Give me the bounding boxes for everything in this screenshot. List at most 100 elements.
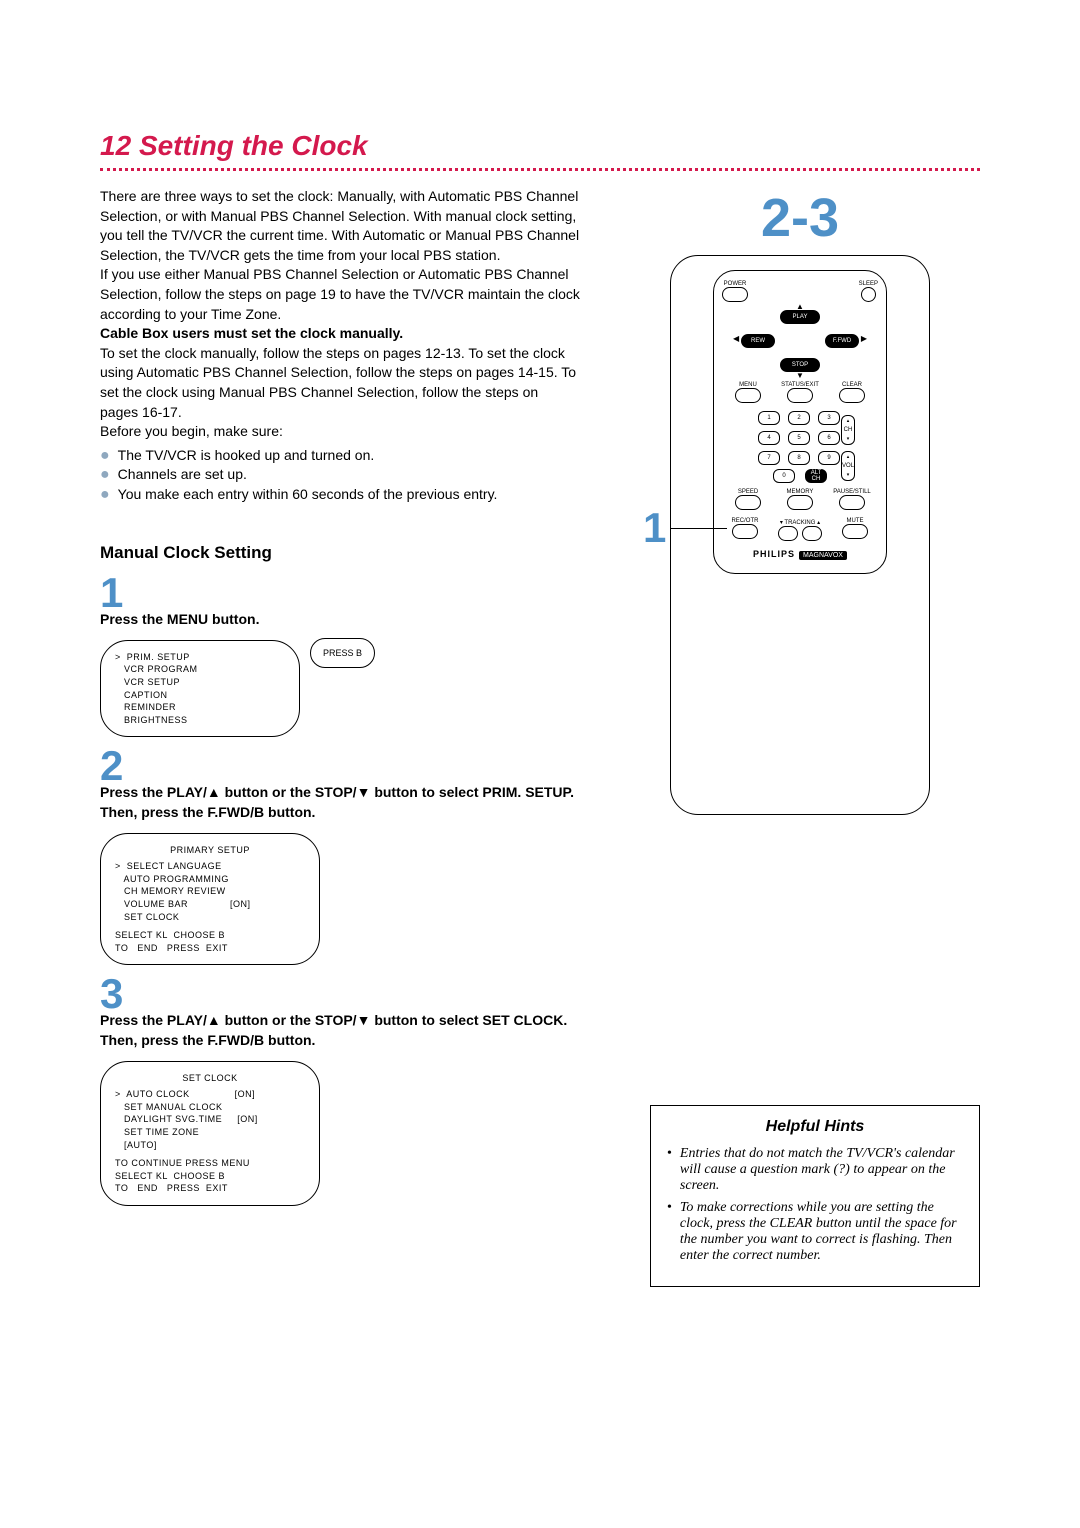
digit-2-button[interactable]: 2	[788, 411, 810, 425]
step-number-2: 2	[100, 745, 580, 787]
osd-pressb-box: PRESS B	[310, 638, 375, 669]
memory-button[interactable]	[787, 495, 813, 510]
speed-button[interactable]	[735, 495, 761, 510]
intro-before: Before you begin, make sure:	[100, 422, 580, 442]
remote-brand: PHILIPS MAGNAVOX	[722, 549, 878, 559]
osd-screen-1: > PRIM. SETUP VCR PROGRAM VCR SETUP CAPT…	[100, 640, 300, 738]
digit-0-button[interactable]: 0	[773, 469, 795, 483]
intro-p1: There are three ways to set the clock: M…	[100, 187, 580, 265]
bullet-text: Channels are set up.	[118, 465, 247, 485]
bullet-icon: ●	[100, 485, 110, 505]
hints-title: Helpful Hints	[667, 1118, 963, 1136]
clear-button[interactable]	[839, 388, 865, 403]
osd-line: DAYLIGHT SVG.TIME [ON]	[115, 1113, 305, 1126]
osd-line: VCR PROGRAM	[115, 663, 285, 676]
osd-line: REMINDER	[115, 701, 285, 714]
ch-rocker[interactable]: ▴CH▾	[841, 415, 855, 445]
osd-footer-line: SELECT KL CHOOSE B	[115, 1170, 305, 1183]
chapter-heading: 12 Setting the Clock	[100, 130, 980, 162]
vol-rocker[interactable]: ▴VOL▾	[841, 451, 855, 481]
callout-1-line	[671, 528, 727, 529]
callout-steps-2-3: 2-3	[620, 187, 980, 249]
recotr-button[interactable]	[732, 524, 758, 539]
bullet-text: The TV/VCR is hooked up and turned on.	[118, 446, 375, 466]
osd-pressb-label: PRESS B	[323, 648, 362, 658]
tracking-up-button[interactable]	[802, 526, 822, 541]
brand-philips: PHILIPS	[753, 549, 795, 559]
chapter-number: 12	[100, 130, 131, 161]
tracking-down-button[interactable]	[778, 526, 798, 541]
hint-item: To make corrections while you are settin…	[680, 1200, 963, 1264]
digit-4-button[interactable]: 4	[758, 431, 780, 445]
section-heading: Manual Clock Setting	[100, 541, 580, 565]
callout-step-1: 1	[643, 504, 666, 552]
left-column: There are three ways to set the clock: M…	[100, 187, 580, 1287]
right-arrow-icon: ▶	[861, 334, 867, 343]
dpad: ▲ PLAY ◀ REW F.FWD ▶ STOP ▼	[735, 310, 865, 372]
chapter-title-row: 12 Setting the Clock	[100, 130, 980, 171]
osd-line: > AUTO CLOCK [ON]	[115, 1088, 305, 1101]
bullet-icon: ●	[100, 465, 110, 485]
status-exit-button[interactable]	[787, 388, 813, 403]
pause-button[interactable]	[839, 495, 865, 510]
left-arrow-icon: ◀	[733, 334, 739, 343]
brand-magnavox: MAGNAVOX	[799, 551, 847, 560]
rew-button[interactable]: REW	[741, 334, 775, 348]
step-2-text: Press the PLAY/▲ button or the STOP/▼ bu…	[100, 783, 580, 822]
remote-diagram: 1 POWER SLEEP ▲	[670, 255, 930, 815]
chapter-title-text: Setting the Clock	[139, 130, 368, 161]
osd-line: > SELECT LANGUAGE	[115, 860, 305, 873]
intro-p2: If you use either Manual PBS Channel Sel…	[100, 265, 580, 324]
digit-9-button[interactable]: 9	[818, 451, 840, 465]
osd-title: SET CLOCK	[115, 1072, 305, 1085]
ch-label: CH	[844, 427, 853, 433]
osd-line: AUTO PROGRAMMING	[115, 873, 305, 886]
intro-bold-note: Cable Box users must set the clock manua…	[100, 324, 580, 344]
osd-line: SET MANUAL CLOCK	[115, 1101, 305, 1114]
osd-screen-2: PRIMARY SETUP > SELECT LANGUAGE AUTO PRO…	[100, 833, 320, 966]
power-button[interactable]	[722, 287, 748, 302]
bullet-text: You make each entry within 60 seconds of…	[118, 485, 498, 505]
digit-8-button[interactable]: 8	[788, 451, 810, 465]
step-3-text: Press the PLAY/▲ button or the STOP/▼ bu…	[100, 1011, 580, 1050]
ffwd-button[interactable]: F.FWD	[825, 334, 859, 348]
menu-button[interactable]	[735, 388, 761, 403]
stop-button[interactable]: STOP	[780, 358, 820, 372]
helpful-hints-box: Helpful Hints Entries that do not match …	[650, 1105, 980, 1287]
intro-p3: To set the clock manually, follow the st…	[100, 344, 580, 422]
digit-1-button[interactable]: 1	[758, 411, 780, 425]
bullet-icon: ●	[100, 446, 110, 466]
mute-button[interactable]	[842, 524, 868, 539]
osd-line: SET CLOCK	[115, 911, 305, 924]
altch-button[interactable]: ALT CH	[805, 469, 827, 483]
digit-6-button[interactable]: 6	[818, 431, 840, 445]
step-number-1: 1	[100, 572, 580, 614]
osd-line: [AUTO]	[115, 1139, 305, 1152]
hint-item: Entries that do not match the TV/VCR's c…	[680, 1146, 963, 1194]
osd-line: VOLUME BAR [ON]	[115, 898, 305, 911]
osd-footer-line: TO END PRESS EXIT	[115, 1182, 305, 1195]
digit-7-button[interactable]: 7	[758, 451, 780, 465]
osd-title: PRIMARY SETUP	[115, 844, 305, 857]
osd-line: BRIGHTNESS	[115, 714, 285, 727]
step-number-3: 3	[100, 973, 580, 1015]
digit-5-button[interactable]: 5	[788, 431, 810, 445]
vol-label: VOL	[842, 463, 854, 469]
step-1-text: Press the MENU button.	[100, 610, 580, 630]
altch-label: ALT CH	[806, 470, 826, 482]
osd-line: CAPTION	[115, 689, 285, 702]
tracking-label: ▾ TRACKING ▴	[768, 519, 832, 526]
osd-line: SET TIME ZONE	[115, 1126, 305, 1139]
osd-screen-3: SET CLOCK > AUTO CLOCK [ON] SET MANUAL C…	[100, 1061, 320, 1206]
digit-3-button[interactable]: 3	[818, 411, 840, 425]
osd-line: > PRIM. SETUP	[115, 651, 285, 664]
osd-footer-line: TO CONTINUE PRESS MENU	[115, 1157, 305, 1170]
osd-line: VCR SETUP	[115, 676, 285, 689]
sleep-button[interactable]	[861, 287, 876, 302]
osd-footer-line: TO END PRESS EXIT	[115, 942, 305, 955]
intro-bullets: ●The TV/VCR is hooked up and turned on. …	[100, 446, 580, 505]
down-arrow-icon: ▼	[796, 371, 804, 380]
play-button[interactable]: PLAY	[780, 310, 820, 324]
osd-footer-line: SELECT KL CHOOSE B	[115, 929, 305, 942]
right-column: 2-3 1 POWER SLEEP	[620, 187, 980, 1287]
